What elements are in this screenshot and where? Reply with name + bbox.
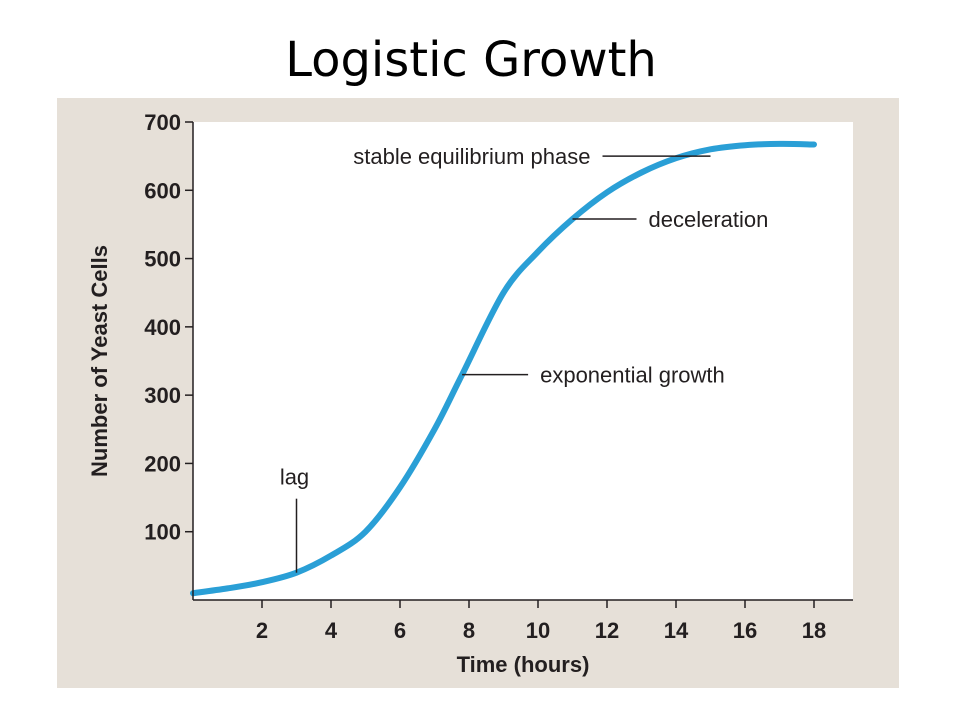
y-tick-label: 100 bbox=[144, 520, 181, 545]
annotation-label: lag bbox=[280, 465, 309, 490]
figure-panel: stable equilibrium phase deceleration expo… bbox=[57, 98, 899, 688]
x-tick-label: 2 bbox=[256, 618, 268, 643]
plot-area bbox=[193, 122, 853, 600]
annotation-label: deceleration bbox=[649, 207, 769, 232]
y-tick-label: 400 bbox=[144, 315, 181, 340]
x-tick-label: 10 bbox=[526, 618, 550, 643]
y-tick-label: 500 bbox=[144, 247, 181, 272]
annotation-label: stable equilibrium phase bbox=[353, 144, 590, 169]
y-tick-label: 700 bbox=[144, 110, 181, 135]
y-tick-label: 200 bbox=[144, 451, 181, 476]
x-tick-label: 18 bbox=[802, 618, 826, 643]
x-tick-label: 14 bbox=[664, 618, 689, 643]
y-tick-label: 300 bbox=[144, 383, 181, 408]
growth-chart: stable equilibrium phase deceleration expo… bbox=[87, 110, 853, 677]
x-tick-label: 12 bbox=[595, 618, 619, 643]
slide-title: Logistic Growth bbox=[285, 32, 657, 88]
x-tick-label: 16 bbox=[733, 618, 757, 643]
x-tick-label: 6 bbox=[394, 618, 406, 643]
x-axis-title: Time (hours) bbox=[457, 652, 590, 677]
annotation-label: exponential growth bbox=[540, 363, 725, 388]
x-tick-label: 4 bbox=[325, 618, 338, 643]
y-axis-title: Number of Yeast Cells bbox=[87, 245, 112, 477]
y-tick-label: 600 bbox=[144, 178, 181, 203]
growth-curve bbox=[190, 140, 817, 597]
x-tick-label: 8 bbox=[463, 618, 475, 643]
